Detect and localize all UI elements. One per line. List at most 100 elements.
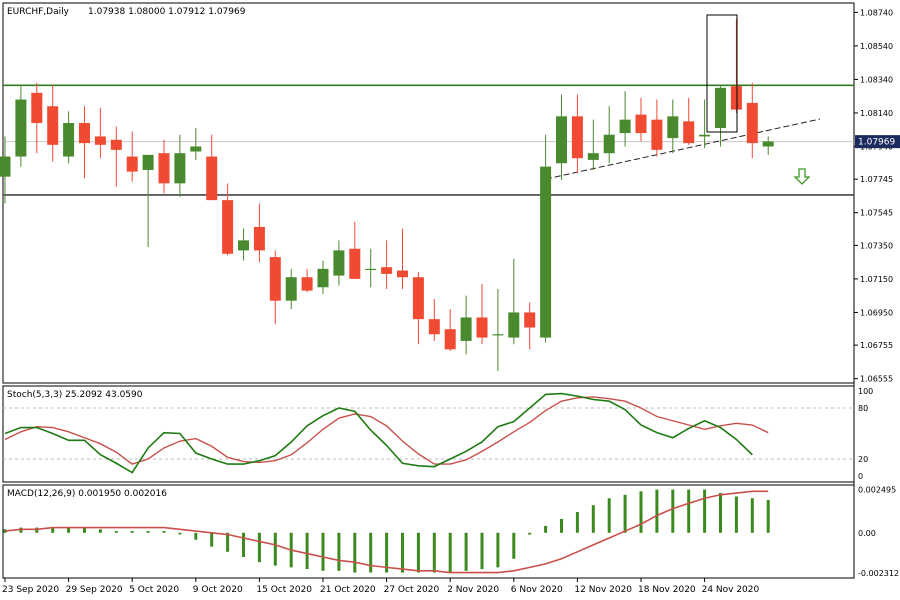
macd-bar [353, 532, 357, 573]
candle-body [683, 121, 695, 144]
macd-bar [194, 532, 198, 540]
macd-signal-line [4, 490, 769, 574]
candle-body [142, 154, 154, 170]
candle [79, 106, 90, 179]
macd-bar [242, 532, 245, 557]
candle [412, 272, 424, 345]
candle-body [31, 92, 43, 124]
macd-axis: 0.002495 0.00 -0.002312 [858, 486, 899, 578]
candle [47, 84, 59, 162]
candle-body [238, 240, 249, 251]
candle [683, 97, 695, 145]
candle-body [0, 156, 11, 177]
candle-body [206, 156, 218, 201]
candle-body [699, 134, 711, 137]
macd-bar [432, 532, 436, 573]
ohlc-header: 1.07938 1.08000 1.07912 1.07969 [88, 7, 246, 17]
macd-bar [321, 532, 325, 571]
macd-bar [464, 532, 468, 571]
date-tick-label: 27 Oct 2020 [384, 585, 440, 595]
candle-body [174, 153, 186, 184]
down-arrow-icon [793, 168, 811, 185]
macd-bar [480, 532, 484, 570]
candle-body [397, 270, 408, 278]
candle-body [571, 116, 583, 159]
date-tick-label: 21 Oct 2020 [320, 585, 376, 595]
macd-tick-label: 0.00 [858, 529, 876, 538]
candle-body [269, 257, 281, 301]
candle-body [317, 268, 329, 288]
candle [317, 260, 329, 294]
candle [94, 107, 106, 159]
macd-bar [273, 532, 277, 566]
candle-body [508, 312, 520, 338]
candle [365, 248, 377, 288]
macd-bar [591, 505, 595, 533]
candle [587, 119, 599, 170]
candle [301, 268, 313, 293]
date-axis: 23 Sep 2020 29 Sep 2020 5 Oct 2020 9 Oct 20… [2, 578, 760, 595]
candle [349, 221, 361, 279]
macd-bar [98, 529, 102, 533]
candle [253, 203, 265, 263]
highlight-box [706, 14, 738, 133]
macd-bar [703, 489, 707, 533]
candle [15, 86, 27, 167]
candle [174, 134, 186, 197]
macd-bar [607, 498, 611, 533]
stoch-signal-line [4, 396, 769, 465]
price-tick-label: 1.08740 [860, 8, 893, 17]
trendline [545, 118, 821, 180]
macd-bar [416, 532, 420, 573]
candle-body [428, 319, 440, 335]
candle-body [381, 267, 393, 274]
candle-body [730, 86, 742, 110]
price-tick-label: 1.07350 [860, 241, 893, 250]
stoch-label: Stoch(5,3,3) 25.2092 43.0590 [7, 390, 143, 400]
candle [158, 139, 170, 194]
macd-bar [623, 494, 627, 533]
candle [762, 136, 774, 155]
candle-body [619, 119, 631, 134]
candle-body [222, 200, 234, 254]
candle-body [158, 153, 170, 184]
candle [540, 134, 552, 343]
stoch-axis: 100 80 20 0 [858, 387, 873, 481]
date-tick-label: 23 Sep 2020 [2, 585, 59, 595]
candle-body [79, 123, 90, 144]
price-tick-label: 1.07150 [860, 275, 893, 284]
macd-bar [226, 532, 230, 552]
macd-bar [35, 527, 39, 533]
macd-bar [655, 489, 659, 533]
macd-label: MACD(12,26,9) 0.001950 0.002016 [7, 489, 167, 499]
candle-body [365, 268, 377, 271]
macd-bar [750, 498, 754, 533]
macd-bar [114, 531, 118, 533]
candle-body [524, 312, 536, 328]
candle [476, 283, 488, 345]
macd-bar [146, 531, 150, 533]
candle [651, 99, 663, 157]
candle-body [47, 106, 59, 145]
date-tick-label: 6 Nov 2020 [511, 585, 563, 595]
date-tick-label: 18 Nov 2020 [638, 585, 696, 595]
macd-bar [210, 532, 214, 547]
candle [571, 94, 583, 174]
macd-bar [687, 489, 691, 533]
candle-body [746, 102, 758, 144]
candle-body [190, 146, 202, 152]
candles [0, 19, 774, 372]
candle [190, 128, 202, 160]
candle-body [333, 250, 345, 276]
macd-bar [51, 527, 55, 533]
macd-histogram [3, 489, 770, 573]
candle [444, 309, 456, 351]
stoch-levels [3, 407, 854, 460]
candle [667, 99, 679, 154]
macd-bar [130, 531, 134, 533]
candle-body [715, 87, 726, 129]
candle-body [651, 119, 663, 150]
macd-bar [766, 499, 770, 533]
date-tick-label: 9 Oct 2020 [193, 585, 243, 595]
